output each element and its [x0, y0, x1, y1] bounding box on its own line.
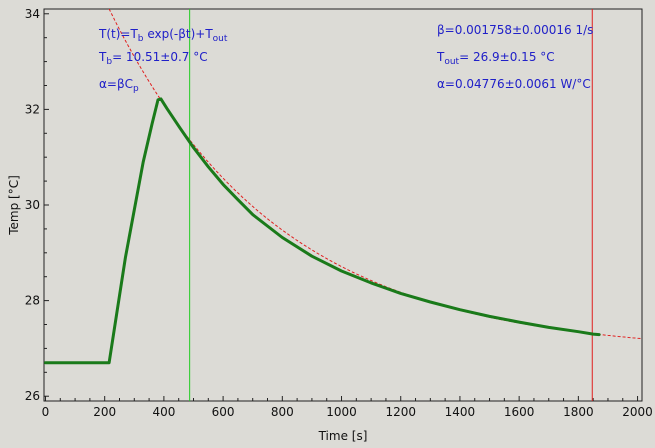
y-tick-label: 28	[25, 294, 40, 308]
x-tick-label: 600	[212, 405, 235, 419]
y-axis-title: Temp [°C]	[7, 175, 21, 236]
x-tick-label: 1600	[504, 405, 535, 419]
x-tick-label: 1000	[326, 405, 357, 419]
x-tick-label: 1200	[385, 405, 416, 419]
x-tick-label: 2000	[622, 405, 653, 419]
x-tick-label: 200	[93, 405, 116, 419]
data-series-line	[44, 97, 601, 365]
tb-value: Tb= 10.51±0.7 °C	[98, 50, 208, 67]
beta-value: β=0.001758±0.00016 1/s	[437, 23, 593, 37]
tout-value: Tout= 26.9±0.15 °C	[436, 50, 555, 67]
x-tick-label: 400	[152, 405, 175, 419]
y-tick-label: 32	[25, 102, 40, 116]
y-tick-label: 34	[25, 7, 40, 21]
y-tick-label: 30	[25, 198, 40, 212]
x-tick-label: 1800	[563, 405, 594, 419]
x-tick-label: 0	[42, 405, 50, 419]
plot-area	[43, 8, 643, 402]
alpha-definition: α=βCp	[99, 77, 139, 94]
x-tick-label: 1400	[445, 405, 476, 419]
x-axis: 0 200 400 600 800 1000 1200 1400 1600 1800 2000	[42, 396, 653, 419]
y-axis: 26 28 30 32 34	[25, 7, 49, 403]
fit-formula: T(t)=Tb exp(-βt)+Tout	[98, 27, 228, 44]
x-tick-label: 800	[271, 405, 294, 419]
alpha-value: α=0.04776±0.0061 W/°C	[437, 77, 591, 91]
x-axis-title: Time [s]	[318, 429, 368, 443]
y-tick-label: 26	[25, 389, 40, 403]
